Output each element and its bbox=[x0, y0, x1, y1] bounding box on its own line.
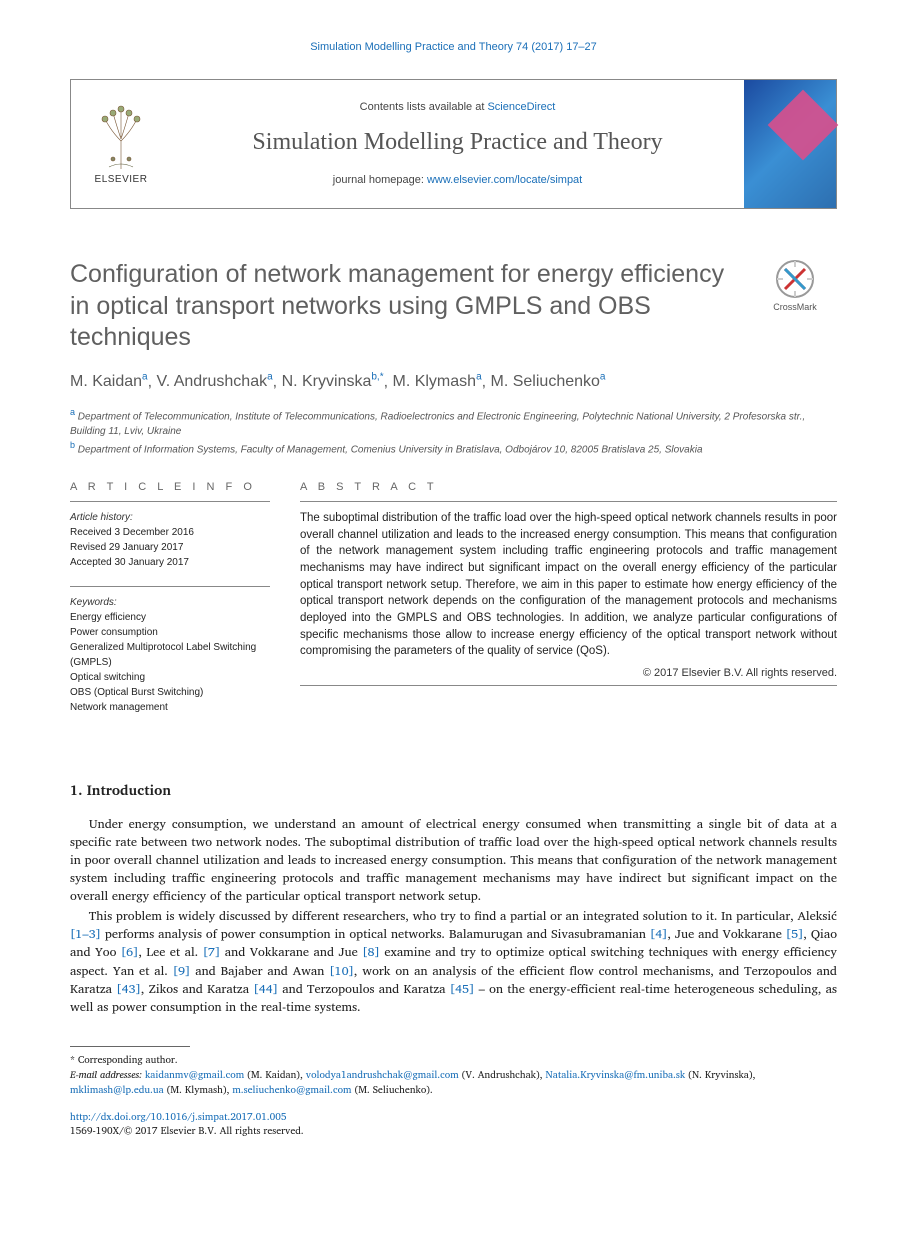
email-link[interactable]: Natalia.Kryvinska@fm.uniba.sk bbox=[546, 1067, 686, 1083]
keyword: OBS (Optical Burst Switching) bbox=[70, 687, 203, 698]
abstract-column: A B S T R A C T The suboptimal distribut… bbox=[300, 480, 837, 731]
email-link[interactable]: m.seliuchenko@gmail.com bbox=[232, 1082, 351, 1098]
footnote-rule bbox=[70, 1046, 190, 1047]
issn-copyright: 1569-190X/© 2017 Elsevier B.V. All right… bbox=[70, 1123, 304, 1139]
keyword: Energy efficiency bbox=[70, 612, 146, 623]
abstract-copyright: © 2017 Elsevier B.V. All rights reserved… bbox=[300, 666, 837, 681]
info-rule bbox=[70, 501, 270, 502]
crossmark-icon bbox=[775, 259, 815, 299]
footnotes: * Corresponding author. E-mail addresses… bbox=[70, 1053, 837, 1098]
keyword: Power consumption bbox=[70, 627, 158, 638]
homepage-prefix: journal homepage: bbox=[333, 174, 427, 186]
journal-masthead: ELSEVIER Contents lists available at Sci… bbox=[70, 79, 837, 209]
doi-block: http://dx.doi.org/10.1016/j.simpat.2017.… bbox=[70, 1110, 837, 1138]
citation-link[interactable]: [4] bbox=[650, 924, 668, 944]
section-heading-introduction: 1. Introduction bbox=[70, 781, 837, 801]
abstract-rule bbox=[300, 501, 837, 502]
history-accepted: Accepted 30 January 2017 bbox=[70, 557, 189, 568]
citation-link[interactable]: [8] bbox=[362, 942, 380, 962]
keyword: Optical switching bbox=[70, 672, 145, 683]
citation-link[interactable]: [43] bbox=[116, 979, 141, 999]
citation-link[interactable]: [10] bbox=[329, 961, 354, 981]
history-revised: Revised 29 January 2017 bbox=[70, 542, 183, 553]
abstract-text: The suboptimal distribution of the traff… bbox=[300, 510, 837, 660]
journal-homepage-link[interactable]: www.elsevier.com/locate/simpat bbox=[427, 174, 582, 186]
article-history: Article history: Received 3 December 201… bbox=[70, 510, 270, 570]
affiliation: a Department of Telecommunication, Insti… bbox=[70, 406, 837, 439]
author-list: M. Kaidana, V. Andrushchaka, N. Kryvinsk… bbox=[70, 371, 837, 394]
history-label: Article history: bbox=[70, 512, 133, 523]
contents-prefix: Contents lists available at bbox=[360, 101, 488, 113]
abstract-label: A B S T R A C T bbox=[300, 480, 837, 495]
running-head: Simulation Modelling Practice and Theory… bbox=[70, 40, 837, 55]
article-title: Configuration of network management for … bbox=[70, 259, 737, 353]
author: M. Kaidana bbox=[70, 373, 148, 390]
author-affil-sup: a bbox=[476, 372, 482, 383]
keywords-block: Keywords: Energy efficiency Power consump… bbox=[70, 595, 270, 715]
journal-homepage-line: journal homepage: www.elsevier.com/locat… bbox=[333, 173, 582, 188]
info-rule bbox=[70, 586, 270, 587]
citation-link[interactable]: [7] bbox=[203, 942, 221, 962]
email-link[interactable]: mklimash@lp.edu.ua bbox=[70, 1082, 164, 1098]
crossmark-label: CrossMark bbox=[773, 302, 817, 312]
contents-available-line: Contents lists available at ScienceDirec… bbox=[360, 100, 556, 115]
publisher-logo-block: ELSEVIER bbox=[71, 80, 171, 208]
author-affil-sup: a bbox=[267, 372, 273, 383]
author: V. Andrushchaka bbox=[157, 373, 273, 390]
citation-link[interactable]: [44] bbox=[253, 979, 278, 999]
affiliation: b Department of Information Systems, Fac… bbox=[70, 439, 837, 457]
email-addresses: E-mail addresses: kaidanmv@gmail.com (M.… bbox=[70, 1068, 837, 1098]
article-info-column: A R T I C L E I N F O Article history: R… bbox=[70, 480, 270, 731]
elsevier-tree-icon bbox=[91, 101, 151, 171]
citation-link[interactable]: [45] bbox=[450, 979, 475, 999]
masthead-center: Contents lists available at ScienceDirec… bbox=[171, 80, 744, 208]
citation-link[interactable]: [1–3] bbox=[70, 924, 101, 944]
citation-link[interactable]: [5] bbox=[786, 924, 804, 944]
publisher-name: ELSEVIER bbox=[95, 173, 148, 187]
author-affil-sup: b,* bbox=[371, 372, 383, 383]
keyword: Network management bbox=[70, 702, 168, 713]
author-affil-sup: a bbox=[600, 372, 606, 383]
keyword: Generalized Multiprotocol Label Switchin… bbox=[70, 642, 256, 668]
sciencedirect-link[interactable]: ScienceDirect bbox=[487, 101, 555, 113]
corresponding-author-note: * Corresponding author. bbox=[70, 1053, 837, 1068]
journal-title: Simulation Modelling Practice and Theory bbox=[252, 126, 662, 160]
crossmark-badge[interactable]: CrossMark bbox=[753, 259, 837, 314]
keywords-label: Keywords: bbox=[70, 597, 117, 608]
emails-label: E-mail addresses: bbox=[70, 1067, 145, 1083]
cover-graphic bbox=[768, 90, 839, 161]
affiliations: a Department of Telecommunication, Insti… bbox=[70, 406, 837, 458]
author-affil-sup: a bbox=[142, 372, 148, 383]
author: N. Kryvinskab,* bbox=[282, 373, 384, 390]
author: M. Klymasha bbox=[392, 373, 481, 390]
intro-paragraph-2: This problem is widely discussed by diff… bbox=[70, 907, 837, 1016]
author: M. Seliuchenkoa bbox=[491, 373, 606, 390]
email-link[interactable]: volodya1andrushchak@gmail.com bbox=[306, 1067, 459, 1083]
abstract-bottom-rule bbox=[300, 685, 837, 686]
article-info-label: A R T I C L E I N F O bbox=[70, 480, 270, 495]
email-link[interactable]: kaidanmv@gmail.com bbox=[145, 1067, 244, 1083]
journal-cover-thumbnail bbox=[744, 80, 836, 208]
citation-link[interactable]: [6] bbox=[121, 942, 139, 962]
intro-paragraph-1: Under energy consumption, we understand … bbox=[70, 815, 837, 906]
citation-link[interactable]: [9] bbox=[173, 961, 191, 981]
history-received: Received 3 December 2016 bbox=[70, 527, 194, 538]
